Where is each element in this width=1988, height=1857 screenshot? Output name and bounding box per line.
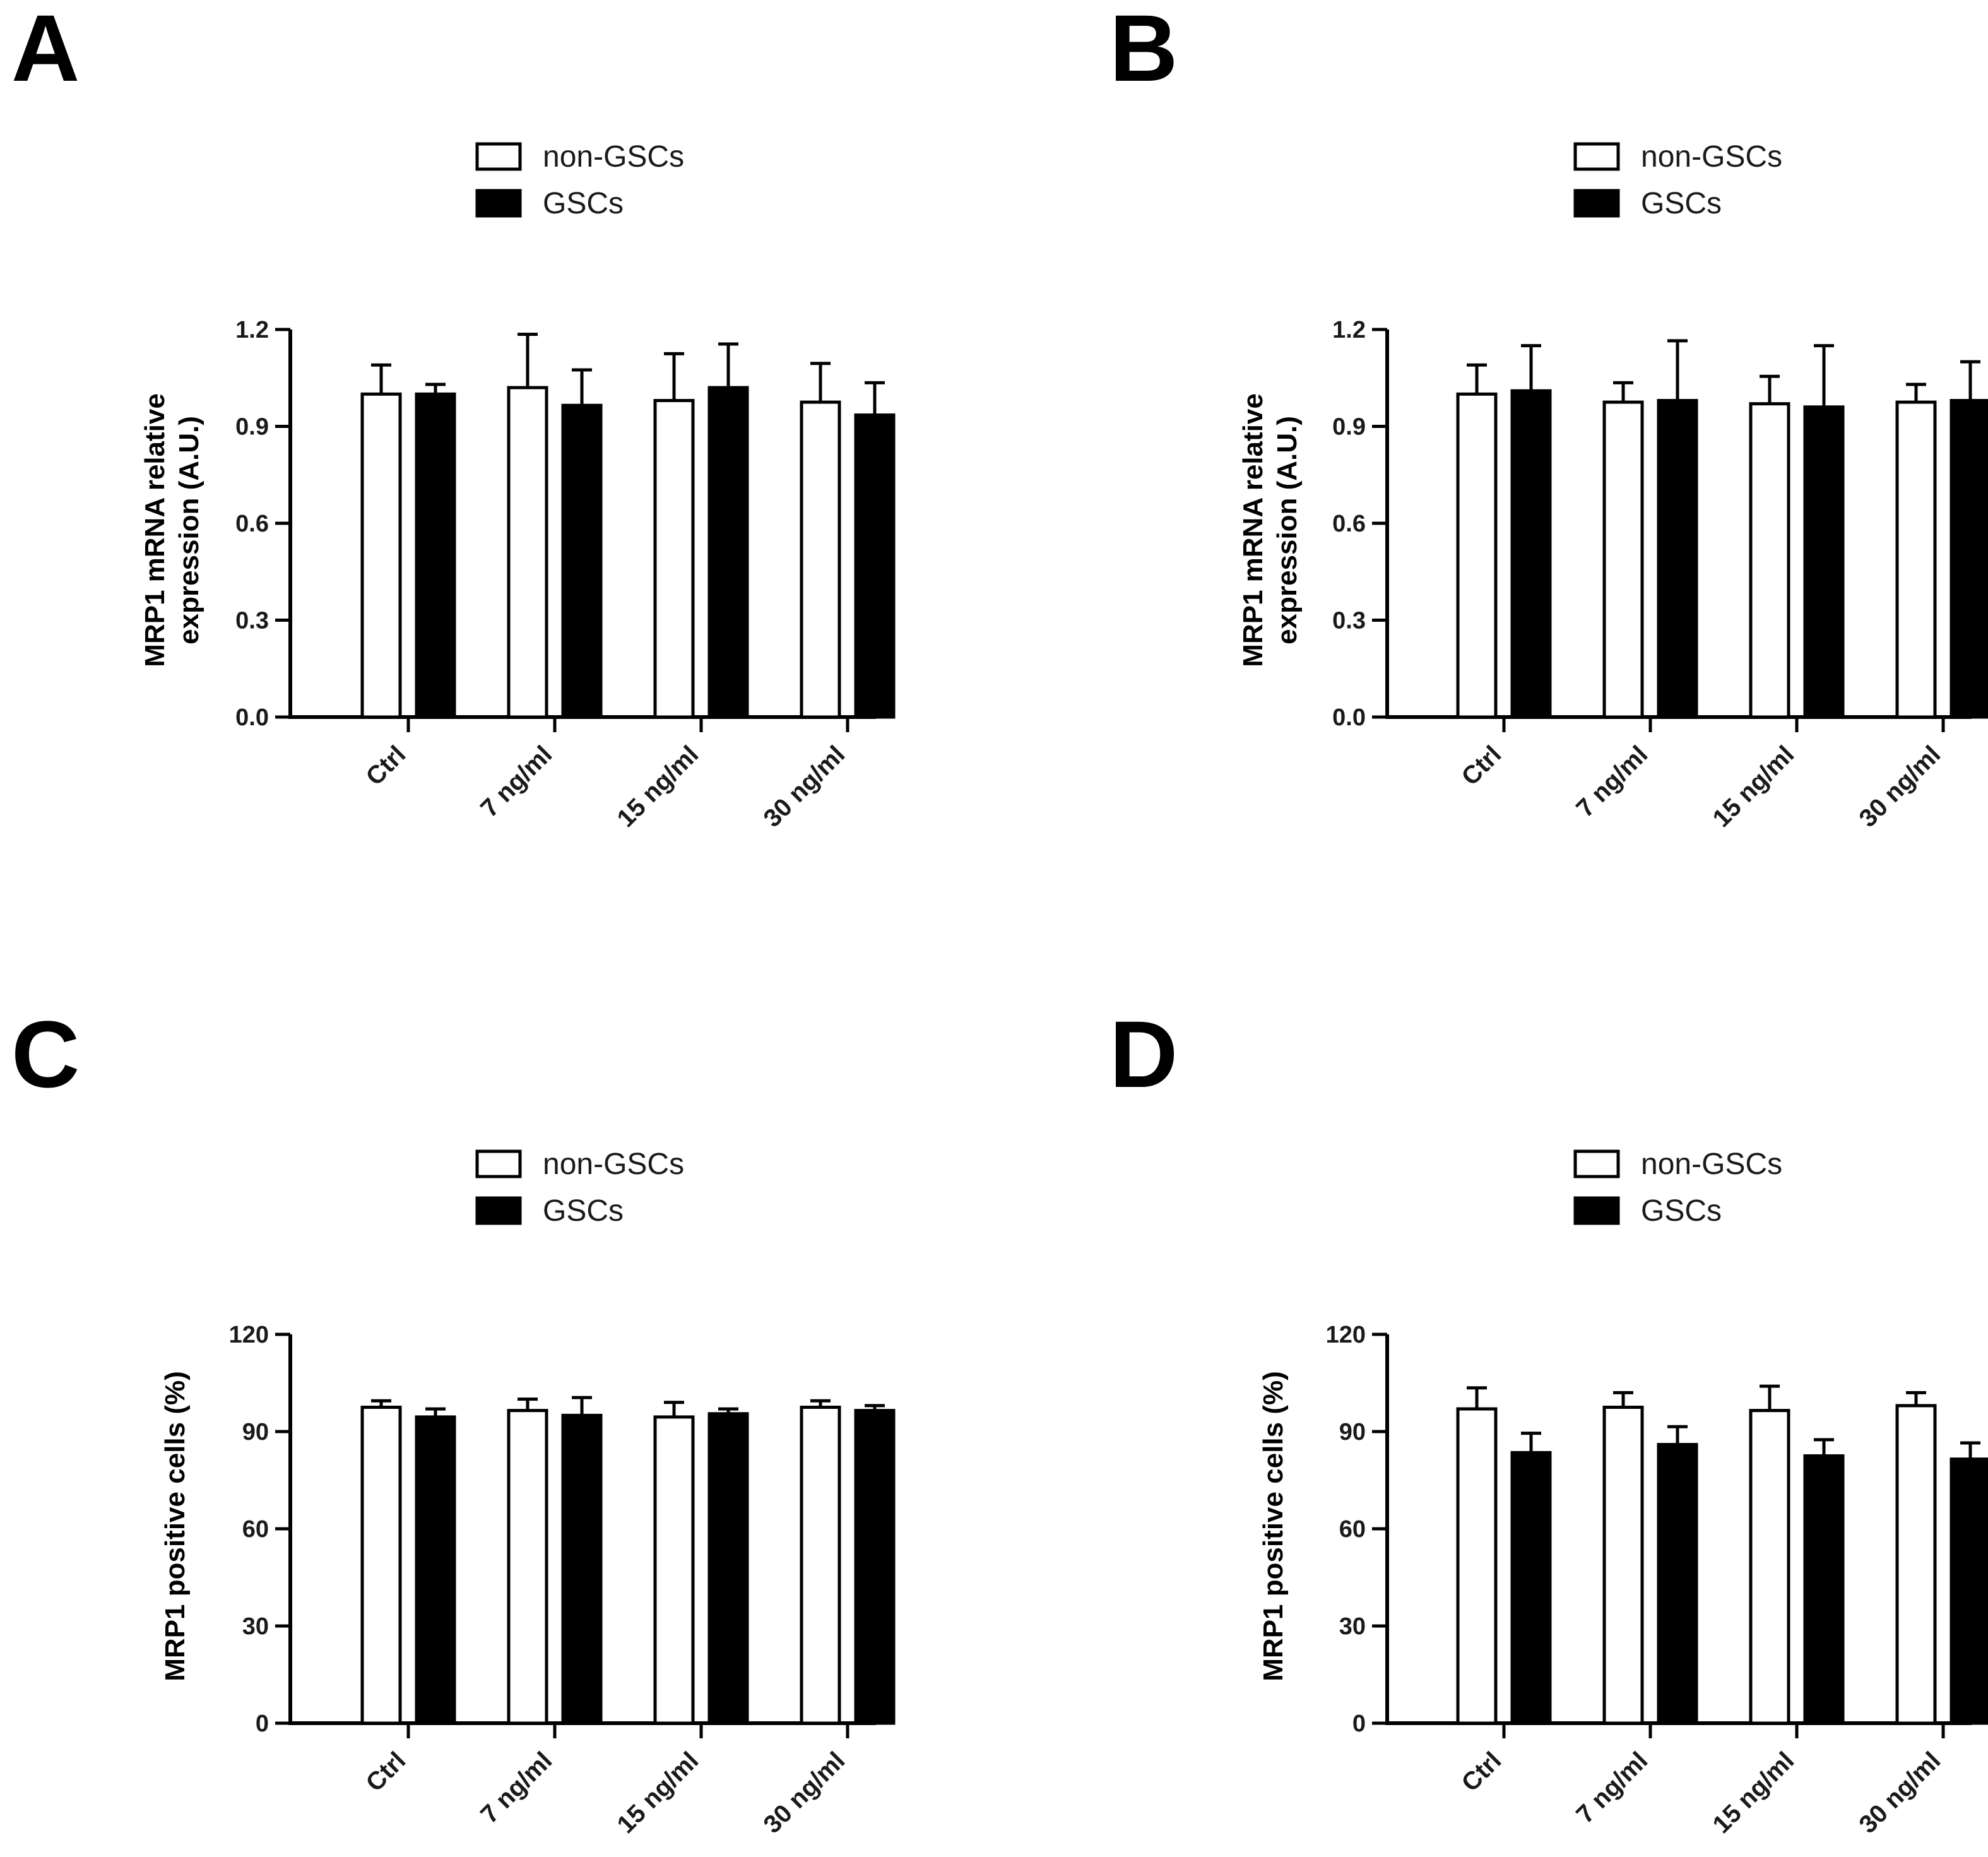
panel-letter: C xyxy=(11,1001,80,1107)
bar-non-gscs xyxy=(507,386,548,719)
legend-swatch-non-gscs xyxy=(475,1149,522,1178)
bar-gscs xyxy=(707,1412,749,1725)
panel-letter: B xyxy=(1109,0,1178,101)
legend-swatch-gscs xyxy=(475,189,522,218)
legend-label: non-GSCs xyxy=(543,1148,684,1181)
bar-gscs xyxy=(1510,1451,1552,1725)
legend-label: GSCs xyxy=(1641,187,1722,220)
bar-non-gscs xyxy=(507,1409,548,1725)
bar-non-gscs xyxy=(800,400,841,719)
bar-gscs xyxy=(1803,1454,1845,1725)
y-tick-label: 1.2 xyxy=(235,317,269,343)
bar-gscs xyxy=(561,1413,603,1725)
legend-swatch-gscs xyxy=(475,1196,522,1225)
bar-gscs xyxy=(1510,389,1552,719)
bar-non-gscs xyxy=(360,1406,402,1725)
bar-gscs xyxy=(1657,399,1698,719)
y-tick-label: 0.9 xyxy=(1332,414,1366,441)
y-tick-label: 120 xyxy=(1326,1322,1366,1348)
y-tick-label: 0.6 xyxy=(235,511,269,537)
y-tick-label: 0.0 xyxy=(1332,704,1366,731)
legend-swatch-non-gscs xyxy=(1573,1149,1620,1178)
bar-gscs xyxy=(854,413,896,719)
bar-gscs xyxy=(707,386,749,719)
legend-label: non-GSCs xyxy=(1641,140,1782,174)
y-axis-label: MRP1 positive cells (%) xyxy=(1258,1371,1289,1681)
legend-label: non-GSCs xyxy=(1641,1148,1782,1181)
bar-non-gscs xyxy=(653,1415,695,1725)
bar-gscs xyxy=(415,392,456,719)
y-axis-label: MRP1 mRNA relative expression (A.U.) xyxy=(1238,393,1303,667)
panel-letter: D xyxy=(1109,1001,1178,1107)
bar-non-gscs xyxy=(1895,1404,1937,1725)
bar-gscs xyxy=(1950,399,1988,719)
y-tick-label: 90 xyxy=(1339,1419,1366,1445)
bar-gscs xyxy=(415,1415,456,1725)
y-tick-label: 0.6 xyxy=(1332,511,1366,537)
bar-non-gscs xyxy=(360,392,402,719)
bar-non-gscs xyxy=(1602,1406,1644,1725)
bar-non-gscs xyxy=(1895,400,1937,719)
bar-gscs xyxy=(1950,1457,1988,1725)
y-tick-label: 0.0 xyxy=(235,704,269,731)
bar-non-gscs xyxy=(1456,1407,1498,1725)
y-tick-label: 30 xyxy=(242,1613,269,1640)
legend-label: GSCs xyxy=(1641,1194,1722,1228)
panel-letter: A xyxy=(11,0,80,101)
y-tick-label: 0.3 xyxy=(1332,608,1366,634)
y-axis-label-line: MRP1 positive cells (%) xyxy=(160,1371,191,1681)
y-axis-label-line: expression (A.U.) xyxy=(1272,416,1303,644)
legend-swatch-non-gscs xyxy=(475,142,522,171)
bar-gscs xyxy=(854,1409,896,1725)
legend-swatch-gscs xyxy=(1573,1196,1620,1225)
legend-label: GSCs xyxy=(543,187,624,220)
y-axis-label: MRP1 mRNA relative expression (A.U.) xyxy=(139,393,204,667)
bar-non-gscs xyxy=(653,399,695,719)
legend-swatch-non-gscs xyxy=(1573,142,1620,171)
bar-gscs xyxy=(1657,1443,1698,1725)
legend-label: non-GSCs xyxy=(543,140,684,174)
y-tick-label: 60 xyxy=(242,1516,269,1543)
bar-gscs xyxy=(561,403,603,719)
y-tick-label: 30 xyxy=(1339,1613,1366,1640)
bar-non-gscs xyxy=(1602,400,1644,719)
legend-swatch-gscs xyxy=(1573,189,1620,218)
bar-non-gscs xyxy=(800,1406,841,1725)
legend-label: GSCs xyxy=(543,1194,624,1228)
y-tick-label: 90 xyxy=(242,1419,269,1445)
y-tick-label: 1.2 xyxy=(1332,317,1366,343)
y-axis-label-line: expression (A.U.) xyxy=(174,416,204,644)
y-tick-label: 0 xyxy=(256,1711,269,1737)
y-axis-label-line: MRP1 positive cells (%) xyxy=(1258,1371,1289,1681)
y-tick-label: 0.9 xyxy=(235,414,269,441)
bar-non-gscs xyxy=(1456,392,1498,719)
y-axis-label-line: MRP1 mRNA relative xyxy=(139,393,170,667)
bar-non-gscs xyxy=(1749,1409,1790,1725)
y-axis-label: MRP1 positive cells (%) xyxy=(160,1371,191,1681)
bar-non-gscs xyxy=(1749,402,1790,719)
y-tick-label: 0.3 xyxy=(235,608,269,634)
y-tick-label: 0 xyxy=(1352,1711,1366,1737)
y-axis-label-line: MRP1 mRNA relative xyxy=(1238,393,1269,667)
bar-gscs xyxy=(1803,405,1845,719)
y-tick-label: 120 xyxy=(229,1322,269,1348)
y-tick-label: 60 xyxy=(1339,1516,1366,1543)
